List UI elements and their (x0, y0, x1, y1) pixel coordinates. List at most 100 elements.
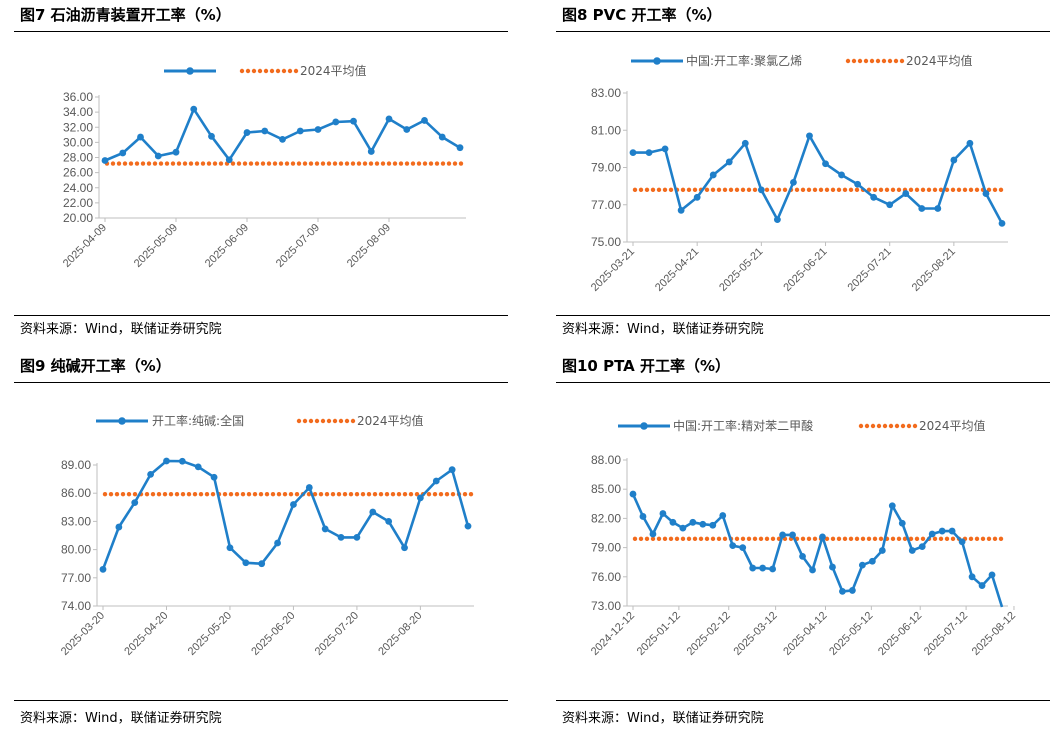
x-tick-label: 2025-08-09 (345, 222, 393, 270)
average-dot (260, 161, 266, 166)
y-tick-label: 82.00 (591, 511, 621, 525)
average-dot (890, 187, 896, 193)
average-dot (296, 161, 302, 166)
data-point (243, 129, 251, 136)
data-point (403, 126, 411, 133)
data-point (464, 522, 472, 530)
y-tick-label: 28.00 (63, 151, 93, 165)
source-divider (556, 700, 1050, 701)
x-tick-label: 2025-08-12 (970, 610, 1018, 658)
average-dot (128, 161, 134, 166)
average-dot (770, 536, 776, 542)
average-dot (938, 187, 944, 193)
average-dot (722, 536, 728, 542)
average-dot (734, 536, 740, 542)
average-dot (182, 161, 188, 166)
legend-average-dot (893, 58, 899, 64)
average-dot (270, 491, 276, 497)
average-dot (212, 161, 218, 166)
x-tick-label: 2025-07-20 (313, 610, 361, 658)
legend-average-dot (287, 68, 293, 74)
average-dot (114, 491, 120, 497)
data-point (982, 190, 990, 197)
average-dot (206, 161, 212, 166)
data-point (314, 126, 322, 133)
average-dot (132, 491, 138, 497)
average-dot (452, 161, 458, 166)
average-dot (312, 491, 318, 497)
x-tick-label: 2025-04-09 (61, 222, 109, 270)
average-dot (746, 187, 752, 193)
y-tick-label: 88.00 (591, 453, 621, 467)
data-point (693, 193, 701, 201)
average-dot (276, 491, 282, 497)
x-tick-label: 2025-04-21 (653, 246, 701, 294)
average-dot (974, 187, 980, 193)
average-dot (288, 491, 294, 497)
average-dot (356, 161, 362, 166)
data-point (998, 219, 1006, 227)
average-dot (806, 187, 812, 193)
average-dot (776, 187, 782, 193)
average-dot (408, 491, 414, 497)
average-dot (390, 491, 396, 497)
data-point (759, 564, 767, 572)
data-point (928, 530, 936, 538)
data-point (296, 127, 304, 135)
legend-average-dot (869, 58, 875, 64)
legend-average-dot (326, 418, 332, 424)
data-point (210, 473, 218, 481)
x-tick-label: 2025-07-12 (922, 610, 970, 658)
average-dot (186, 491, 192, 497)
pvc-utilization-chart: 中国:开工率:聚氯乙烯 2024平均值 83.00 81.00 79.00 77.00 75… (589, 53, 1008, 294)
data-point (799, 552, 806, 560)
average-line (632, 187, 1004, 193)
legend-average-dot (293, 68, 299, 74)
average-dot (782, 187, 788, 193)
source-note: 资料来源：Wind，联储证券研究院 (20, 322, 222, 337)
series-line (633, 134, 1004, 225)
data-point (305, 484, 313, 491)
average-dot (342, 491, 348, 497)
x-tick-label: 2024-12-12 (589, 610, 637, 658)
average-dot (218, 161, 224, 166)
average-dot (188, 161, 194, 166)
average-dot (230, 161, 236, 166)
average-dot (222, 491, 228, 497)
data-point (988, 571, 996, 579)
average-dot (318, 491, 324, 497)
data-point (190, 105, 198, 113)
average-dot (986, 536, 992, 542)
average-dot (716, 187, 722, 193)
data-point (829, 563, 836, 571)
data-point (838, 171, 845, 179)
average-dot (740, 187, 746, 193)
source-divider (556, 315, 1050, 316)
y-tick-label: 86.00 (61, 486, 91, 500)
average-dot (974, 536, 980, 542)
average-dot (366, 491, 372, 497)
average-dot (378, 491, 384, 497)
data-point (709, 521, 717, 529)
legend-average-dot (275, 68, 281, 74)
legend-average-dot (263, 68, 269, 74)
average-dot (380, 161, 386, 166)
average-dot (806, 536, 812, 542)
x-tick-label: 2025-05-09 (132, 222, 180, 270)
x-tick-label: 2025-03-21 (589, 246, 637, 294)
average-dot (824, 187, 830, 193)
data-point (385, 115, 393, 123)
data-point (353, 533, 361, 541)
panel-title: 图8 PVC 开工率（%） (562, 6, 722, 24)
average-dot (204, 491, 210, 497)
average-dot (308, 161, 314, 166)
data-point (629, 149, 637, 156)
data-point (279, 135, 286, 143)
average-dot (192, 491, 198, 497)
data-point (456, 144, 464, 152)
data-point (448, 466, 456, 474)
y-tick-label: 77.00 (591, 198, 621, 212)
average-dot (164, 161, 170, 166)
average-dot (440, 161, 446, 166)
average-dot (246, 491, 252, 497)
